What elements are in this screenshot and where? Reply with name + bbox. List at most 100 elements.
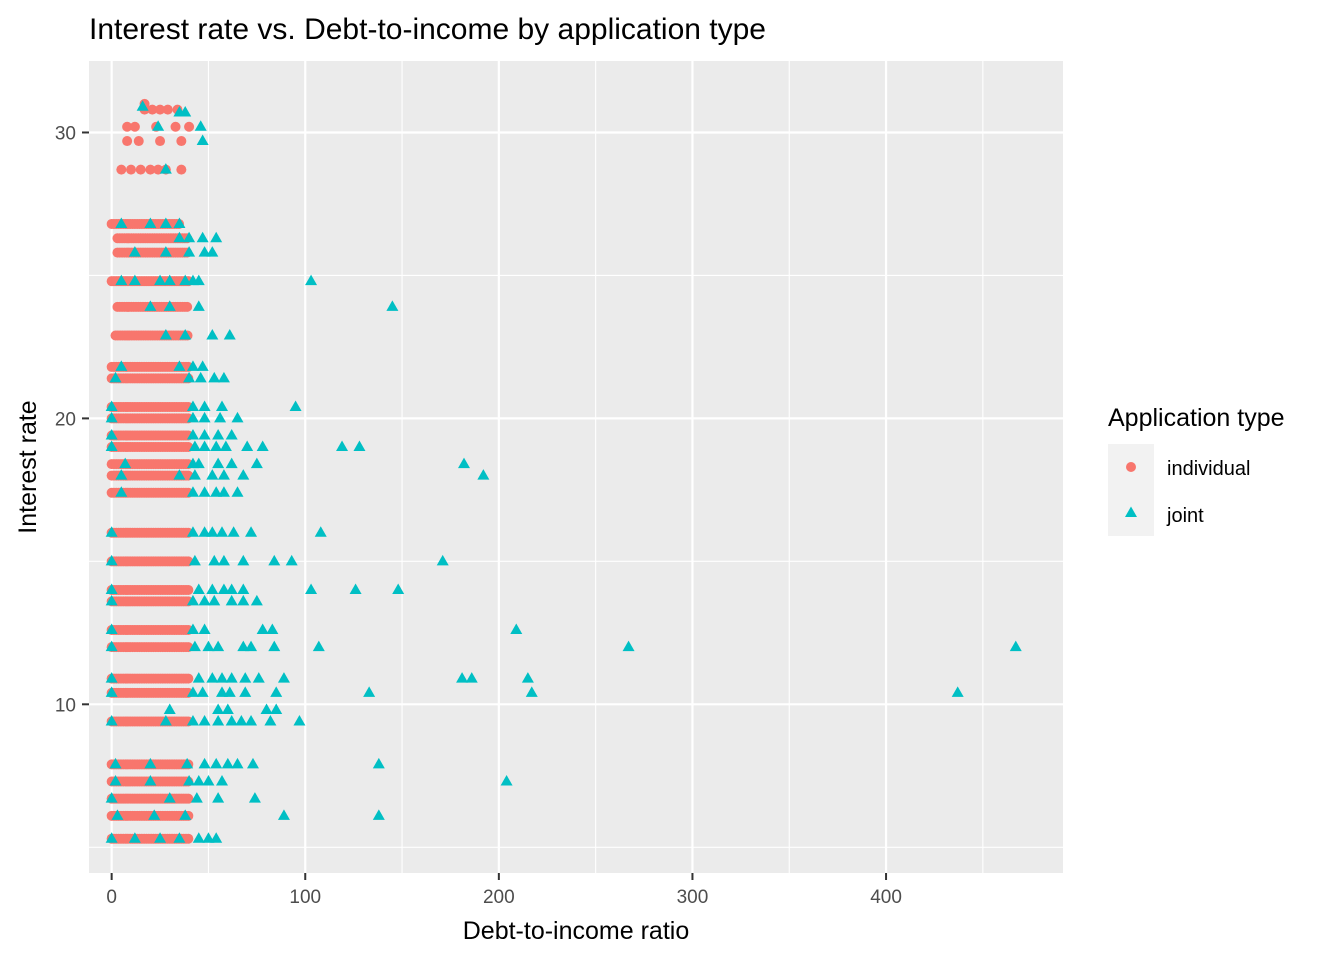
point-joint [277,672,290,683]
point-joint [128,246,141,257]
y-axis-title: Interest rate [14,400,42,533]
point-joint [216,686,229,697]
legend-triangle-icon [1125,506,1137,517]
point-individual [135,164,146,175]
point-joint [217,583,230,594]
point-joint [212,640,225,652]
point-joint [212,429,225,440]
point-joint [285,554,298,566]
point-individual [122,121,133,132]
point-joint [225,672,238,683]
x-tick-label: 400 [870,887,902,908]
point-individual [145,164,156,175]
point-joint [223,328,236,340]
point-joint [202,640,215,652]
point-joint [144,757,157,769]
point-individual [116,164,127,175]
point-joint [144,775,157,786]
point-joint [212,714,225,726]
point-joint [198,486,211,497]
x-tick-label: 200 [483,887,515,908]
point-joint [312,640,325,652]
point-joint [216,672,229,683]
point-joint [219,440,232,451]
point-joint [192,672,205,683]
y-tick-label: 10 [55,695,76,716]
point-individual [153,164,164,175]
point-joint [196,134,209,146]
point-joint [500,775,513,786]
point-joint [186,686,199,697]
point-joint [221,703,234,715]
point-joint [148,809,161,820]
point-joint [237,594,250,606]
point-joint [225,429,238,440]
point-joint [289,400,302,411]
point-joint [186,623,199,634]
point-joint [458,457,471,469]
point-joint [305,274,318,286]
point-joint [105,792,118,803]
point-joint [210,440,223,451]
point-joint [225,714,238,726]
point-joint [159,246,172,257]
point-joint [194,371,207,383]
plot-panel [89,61,1063,873]
point-individual [155,136,166,147]
point-joint [237,554,250,566]
point-joint [105,686,118,697]
point-joint [392,583,405,594]
point-joint [436,554,449,566]
point-joint [119,457,132,469]
point-joint [206,328,219,340]
point-joint [237,583,250,594]
legend: Application type individual joint [1108,404,1285,536]
point-joint [128,832,141,843]
data-points [105,98,1022,844]
point-joint [235,714,248,726]
point-joint [198,411,211,423]
x-axis: 0 100 200 300 400 [106,873,902,908]
point-joint [223,686,236,697]
point-joint [163,703,176,715]
point-joint [231,757,244,769]
point-joint [198,594,211,606]
point-joint [105,554,118,566]
point-joint [190,792,203,803]
point-individual [162,104,173,115]
point-joint [173,469,186,480]
point-joint [196,360,209,371]
point-joint [186,594,199,606]
point-joint [217,371,230,383]
point-joint [163,300,176,311]
point-joint [268,640,281,652]
point-joint [186,486,199,497]
point-individual [126,164,137,175]
point-joint [159,328,172,340]
point-joint [241,440,254,451]
point-joint [217,554,230,566]
point-joint [216,526,229,537]
x-tick-label: 300 [677,887,709,908]
point-joint [248,792,261,803]
point-joint [179,105,192,117]
point-joint [115,486,128,497]
point-joint [256,623,269,634]
point-joint [159,714,172,726]
point-joint [115,469,128,480]
point-joint [212,703,225,715]
point-joint [227,526,240,537]
point-individual [147,104,158,115]
point-joint [456,672,469,683]
point-joint [186,714,199,726]
point-joint [217,486,230,497]
point-joint [216,400,229,411]
point-joint [183,371,196,383]
point-joint [194,120,207,131]
point-joint [183,775,196,786]
point-joint [192,775,205,786]
point-joint [256,440,269,451]
point-joint [196,686,209,697]
point-joint [188,554,201,566]
point-joint [181,757,194,769]
